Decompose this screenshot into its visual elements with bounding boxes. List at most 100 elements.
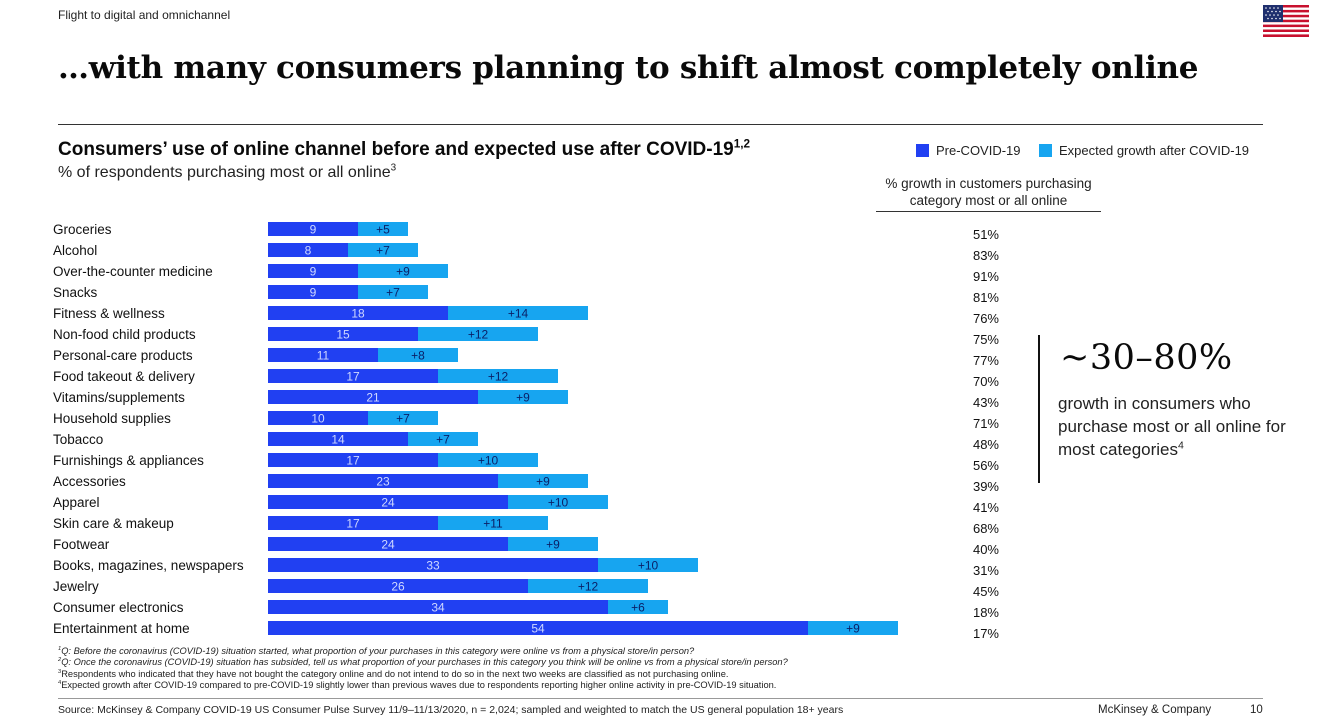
- tracker-label: Flight to digital and omnichannel: [58, 8, 231, 22]
- chart-title-footnote-ref: 1,2: [733, 137, 751, 151]
- callout-bracket-line: [1038, 335, 1040, 483]
- bar-expected-growth: [378, 348, 458, 362]
- data-label-expected-growth: +8: [411, 349, 425, 363]
- category-label: Vitamins/supplements: [53, 390, 185, 405]
- growth-percent-value: 75%: [973, 332, 999, 347]
- data-label-expected-growth: +12: [578, 580, 599, 594]
- footnote-2-marker: 2: [58, 657, 62, 664]
- bar-expected-growth: [598, 558, 698, 572]
- bar-expected-growth: [448, 306, 588, 320]
- bar-pre-covid: [268, 516, 438, 530]
- callout-text-body: growth in consumers who purchase most or…: [1058, 394, 1286, 459]
- data-label-pre-covid: 9: [310, 223, 317, 237]
- growth-percent-value: 43%: [973, 395, 999, 410]
- category-label: Personal-care products: [53, 348, 193, 363]
- bar-pre-covid: [268, 222, 358, 236]
- data-label-pre-covid: 17: [346, 370, 360, 384]
- bottom-divider: [58, 698, 1263, 699]
- bar-pre-covid: [268, 390, 478, 404]
- footnote-4: 4Expected growth after COVID-19 compared…: [58, 680, 788, 691]
- data-label-pre-covid: 34: [431, 601, 445, 615]
- data-label-expected-growth: +9: [516, 391, 530, 405]
- bar-pre-covid: [268, 474, 498, 488]
- callout-footnote-ref: 4: [1178, 439, 1184, 452]
- data-label-pre-covid: 10: [311, 412, 325, 426]
- bar-pre-covid: [268, 432, 408, 446]
- bar-expected-growth: [358, 222, 408, 236]
- data-label-expected-growth: +12: [468, 328, 489, 342]
- footnotes: 1Q: Before the coronavirus (COVID-19) si…: [58, 646, 788, 692]
- bar-expected-growth: [478, 390, 568, 404]
- category-label: Food takeout & delivery: [53, 369, 195, 384]
- data-label-expected-growth: +9: [536, 475, 550, 489]
- data-label-pre-covid: 14: [331, 433, 345, 447]
- data-label-expected-growth: +10: [478, 454, 499, 468]
- data-label-pre-covid: 33: [426, 559, 440, 573]
- footnote-2-text: Q: Once the coronavirus (COVID-19) situa…: [61, 657, 788, 668]
- page-number: 10: [1250, 704, 1263, 716]
- data-label-expected-growth: +11: [483, 517, 503, 531]
- chart-title-text: Consumers’ use of online channel before …: [58, 139, 734, 160]
- bar-expected-growth: [418, 327, 538, 341]
- chart-subtitle: % of respondents purchasing most or all …: [58, 162, 397, 182]
- growth-percent-value: 45%: [973, 584, 999, 599]
- us-flag-icon: [1263, 5, 1309, 37]
- data-label-expected-growth: +14: [508, 307, 529, 321]
- data-label-pre-covid: 17: [346, 454, 360, 468]
- footnote-3-marker: 3: [58, 668, 62, 675]
- bar-pre-covid: [268, 306, 448, 320]
- growth-percent-value: 51%: [973, 227, 999, 242]
- data-label-expected-growth: +10: [548, 496, 569, 510]
- legend-item-expected-growth: Expected growth after COVID-19: [1039, 143, 1249, 158]
- category-label: Fitness & wellness: [53, 306, 165, 321]
- growth-header-underline: [876, 211, 1101, 212]
- bar-expected-growth: [438, 453, 538, 467]
- data-label-pre-covid: 17: [346, 517, 360, 531]
- category-label: Non-food child products: [53, 327, 196, 342]
- footnote-1: 1Q: Before the coronavirus (COVID-19) si…: [58, 646, 788, 657]
- growth-column-header: % growth in customers purchasing categor…: [885, 176, 1092, 208]
- chart-subtitle-text: % of respondents purchasing most or all …: [58, 164, 391, 181]
- data-label-pre-covid: 8: [305, 244, 312, 258]
- data-label-expected-growth: +7: [386, 286, 400, 300]
- category-label: Alcohol: [53, 243, 97, 258]
- data-label-pre-covid: 11: [317, 349, 330, 363]
- growth-percent-value: 77%: [973, 353, 999, 368]
- growth-percent-value: 18%: [973, 605, 999, 620]
- data-label-expected-growth: +9: [846, 622, 860, 636]
- bar-expected-growth: [368, 411, 438, 425]
- bar-expected-growth: [508, 537, 598, 551]
- legend-label-pre-covid: Pre-COVID-19: [936, 143, 1021, 158]
- category-label: Books, magazines, newspapers: [53, 558, 244, 573]
- data-label-expected-growth: +12: [488, 370, 509, 384]
- category-label: Household supplies: [53, 411, 171, 426]
- callout-text: growth in consumers who purchase most or…: [1058, 392, 1298, 461]
- brand-name: McKinsey & Company: [1098, 704, 1212, 716]
- data-label-pre-covid: 54: [531, 622, 545, 636]
- bar-pre-covid: [268, 558, 598, 572]
- category-label: Jewelry: [53, 579, 99, 594]
- footnote-4-text: Expected growth after COVID-19 compared …: [61, 680, 777, 691]
- data-label-pre-covid: 23: [376, 475, 390, 489]
- page-headline: …with many consumers planning to shift a…: [58, 50, 1199, 86]
- data-label-pre-covid: 26: [391, 580, 405, 594]
- chart-subtitle-footnote-ref: 3: [390, 162, 397, 174]
- growth-percent-value: 56%: [973, 458, 999, 473]
- bar-pre-covid: [268, 369, 438, 383]
- growth-percent-value: 81%: [973, 290, 999, 305]
- bar-pre-covid: [268, 600, 608, 614]
- growth-percent-value: 70%: [973, 374, 999, 389]
- data-label-expected-growth: +7: [396, 412, 410, 426]
- growth-percent-value: 91%: [973, 269, 999, 284]
- data-label-pre-covid: 24: [381, 496, 395, 510]
- bar-expected-growth: [498, 474, 588, 488]
- data-label-expected-growth: +10: [638, 559, 659, 573]
- bar-pre-covid: [268, 264, 358, 278]
- footnote-4-marker: 4: [58, 680, 62, 687]
- growth-percent-value: 83%: [973, 248, 999, 263]
- data-label-expected-growth: +9: [546, 538, 560, 552]
- data-label-pre-covid: 18: [351, 307, 365, 321]
- category-label: Groceries: [53, 222, 112, 237]
- footnote-3-text: Respondents who indicated that they have…: [61, 668, 729, 679]
- data-label-expected-growth: +6: [631, 601, 645, 615]
